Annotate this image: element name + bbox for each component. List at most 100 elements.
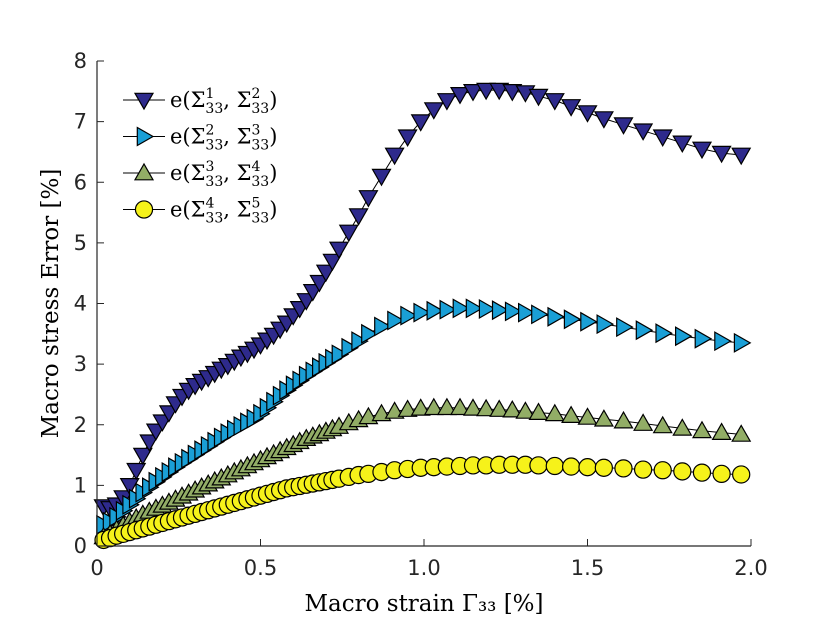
series-3-point	[423, 397, 444, 416]
y-axis-label: Macro stress Error [%]	[38, 169, 64, 439]
series-2-point	[439, 299, 458, 320]
series-1-point	[126, 462, 147, 481]
series-3-point	[593, 409, 614, 427]
legend-entry-3: e(Σ3 33, Σ4 33)	[123, 159, 277, 190]
series-2-point	[616, 317, 634, 338]
y-tick-label: 4	[74, 292, 87, 316]
x-tick-label: 0	[90, 556, 103, 580]
series-1-point	[132, 447, 153, 466]
series-3-point	[476, 398, 497, 417]
x-tick-label: 0.5	[244, 556, 277, 580]
series-1-point	[462, 83, 484, 102]
series-2-point	[331, 344, 350, 365]
series-3-point	[436, 397, 457, 416]
series-1-point	[528, 88, 549, 107]
series-1-point	[139, 434, 160, 452]
y-tick-label: 0	[74, 534, 87, 558]
series-4-point	[578, 458, 597, 477]
series-1-point	[476, 82, 497, 101]
series-1-point	[410, 114, 431, 132]
x-tick-label: 1.0	[407, 556, 440, 580]
series-4	[94, 455, 751, 550]
series-1-point	[309, 274, 330, 293]
series-2-point	[596, 314, 615, 335]
series-2-point	[563, 309, 582, 330]
series-4-point	[712, 464, 731, 484]
series-3-point	[528, 402, 549, 420]
series-2	[96, 298, 752, 535]
series-1-point	[348, 208, 369, 226]
series-2-point	[478, 298, 497, 320]
legend-entry-4: e(Σ4 33, Σ5 33)	[123, 196, 277, 227]
series-3-point	[544, 403, 565, 422]
series-1-point	[322, 253, 343, 272]
series-3-point	[691, 420, 713, 439]
series-4-point	[692, 463, 712, 482]
series-2-point	[361, 323, 379, 344]
series-1-point	[371, 168, 392, 187]
series-4-point	[732, 465, 751, 484]
series-4-point	[562, 457, 581, 476]
series-2-point	[426, 300, 445, 321]
series-2-point	[635, 320, 654, 341]
series-1-point	[613, 117, 634, 135]
legend-marker	[133, 92, 155, 111]
series-3-point	[515, 401, 536, 419]
series-1-point	[577, 105, 598, 123]
series-3-point	[462, 398, 484, 416]
series-1-point	[119, 478, 140, 496]
series-1-point	[397, 129, 418, 148]
legend-label: e(Σ4 33, Σ5 33)	[170, 196, 277, 227]
y-tick-label: 3	[74, 352, 87, 376]
series-2-point	[733, 332, 752, 353]
series-2-point	[452, 298, 471, 319]
series-1-point	[338, 224, 359, 243]
legend-label: e(Σ3 33, Σ4 33)	[170, 159, 277, 190]
series-4-point	[633, 460, 653, 479]
series-2-point	[374, 316, 392, 337]
x-tick-label: 2.0	[734, 556, 767, 580]
y-tick-label: 5	[74, 231, 87, 255]
series-3-point	[489, 399, 510, 417]
series-2-point	[400, 305, 418, 326]
series-2-point	[504, 301, 523, 322]
axes-layer: 0 0.5 1.0 1.5 2.0 0 1 2 3 4 5 6 7 8	[74, 49, 768, 580]
series-1-point	[711, 145, 732, 164]
series-2-point	[341, 337, 360, 358]
y-tick-label: 8	[74, 49, 87, 73]
series-1-point	[672, 135, 693, 154]
series-2-point	[580, 311, 598, 332]
series-3-point	[410, 398, 431, 416]
x-tick-label: 1.5	[571, 556, 604, 580]
x-axis-label: Macro strain Γ₃₃ [%]	[304, 591, 543, 617]
series-2-point	[694, 328, 713, 349]
series-4-point	[614, 459, 633, 478]
legend-marker	[136, 126, 155, 147]
legend-label: e(Σ1 33, Σ2 33)	[170, 86, 277, 117]
series-4-point	[529, 456, 548, 475]
series-2-point	[517, 302, 536, 323]
series-2-point	[351, 331, 369, 352]
y-tick-label: 1	[74, 473, 87, 497]
series-3-point	[449, 397, 471, 416]
series-2-point	[714, 331, 732, 352]
series-4-point	[653, 461, 672, 480]
series-4-point	[545, 456, 564, 476]
series-1-point	[731, 147, 752, 166]
series-4-point	[594, 458, 613, 477]
series-2-point	[547, 306, 566, 327]
series-2-point	[387, 310, 405, 331]
series-layer	[93, 82, 752, 550]
series-3-point	[711, 422, 732, 440]
series-1-point	[423, 102, 444, 120]
series-1-point	[633, 123, 654, 141]
y-tick-label: 2	[74, 413, 87, 437]
series-1-point	[544, 93, 565, 111]
legend-marker	[134, 200, 154, 219]
legend-label: e(Σ2 33, Σ3 33)	[170, 123, 277, 154]
legend-entry-2: e(Σ2 33, Σ3 33)	[123, 123, 277, 154]
legend-marker	[133, 162, 155, 181]
series-1-point	[652, 129, 673, 148]
series-3-point	[561, 405, 582, 423]
